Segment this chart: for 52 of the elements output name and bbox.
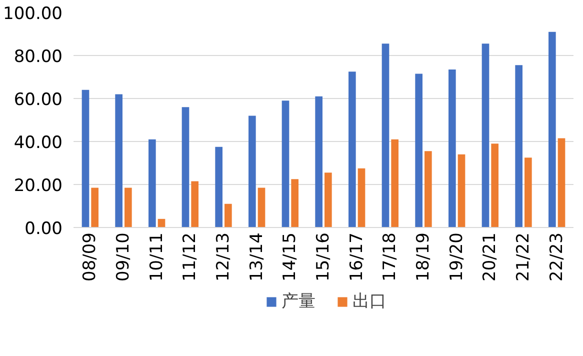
bar xyxy=(115,94,122,228)
bar xyxy=(348,72,356,228)
x-tick-label: 19/20 xyxy=(446,232,467,282)
y-tick-label: 60.00 xyxy=(14,90,63,110)
y-tick-label: 0.00 xyxy=(24,219,63,239)
x-tick-label: 21/22 xyxy=(514,232,534,282)
bar xyxy=(415,74,422,228)
x-tick-label: 20/21 xyxy=(480,232,500,282)
bar xyxy=(358,168,366,228)
x-tick-label: 09/10 xyxy=(114,232,134,282)
bar xyxy=(215,146,222,228)
x-tick-label: 12/13 xyxy=(214,232,234,282)
bar xyxy=(515,65,522,228)
bar xyxy=(548,32,556,228)
x-tick-label: 14/15 xyxy=(280,232,300,282)
bar xyxy=(324,172,332,228)
bar xyxy=(291,179,298,228)
y-tick-label: 40.00 xyxy=(14,133,63,153)
y-tick-label: 100.00 xyxy=(3,4,62,24)
bar xyxy=(491,144,498,228)
bar xyxy=(524,158,532,228)
y-tick-label: 20.00 xyxy=(14,176,63,196)
legend-label: 产量 xyxy=(282,290,316,312)
y-tick-label: 80.00 xyxy=(14,47,63,67)
bar xyxy=(558,138,566,228)
bar xyxy=(382,44,390,228)
bar xyxy=(124,188,132,228)
bar xyxy=(182,107,190,228)
bar xyxy=(424,151,432,228)
bar xyxy=(282,100,290,228)
bar xyxy=(448,69,456,228)
bar xyxy=(248,116,256,228)
x-tick-label: 11/12 xyxy=(180,232,200,282)
bar xyxy=(191,181,198,228)
bar xyxy=(258,188,266,228)
x-tick-label: 13/14 xyxy=(246,232,267,282)
bar xyxy=(91,188,98,228)
x-tick-label: 22/23 xyxy=(546,232,567,282)
bar xyxy=(458,154,466,228)
bar xyxy=(482,44,490,228)
x-tick-label: 10/11 xyxy=(146,232,167,282)
x-tick-label: 17/18 xyxy=(380,232,400,282)
bar xyxy=(315,96,322,228)
legend-label: 出口 xyxy=(352,290,386,312)
bar xyxy=(224,204,232,228)
bar xyxy=(148,139,156,228)
x-tick-label: 16/17 xyxy=(346,232,367,282)
bar xyxy=(391,139,398,228)
x-tick-label: 15/16 xyxy=(314,232,334,282)
x-tick-label: 18/19 xyxy=(414,232,434,282)
bar xyxy=(82,90,90,228)
x-tick-label: 08/09 xyxy=(80,232,100,282)
